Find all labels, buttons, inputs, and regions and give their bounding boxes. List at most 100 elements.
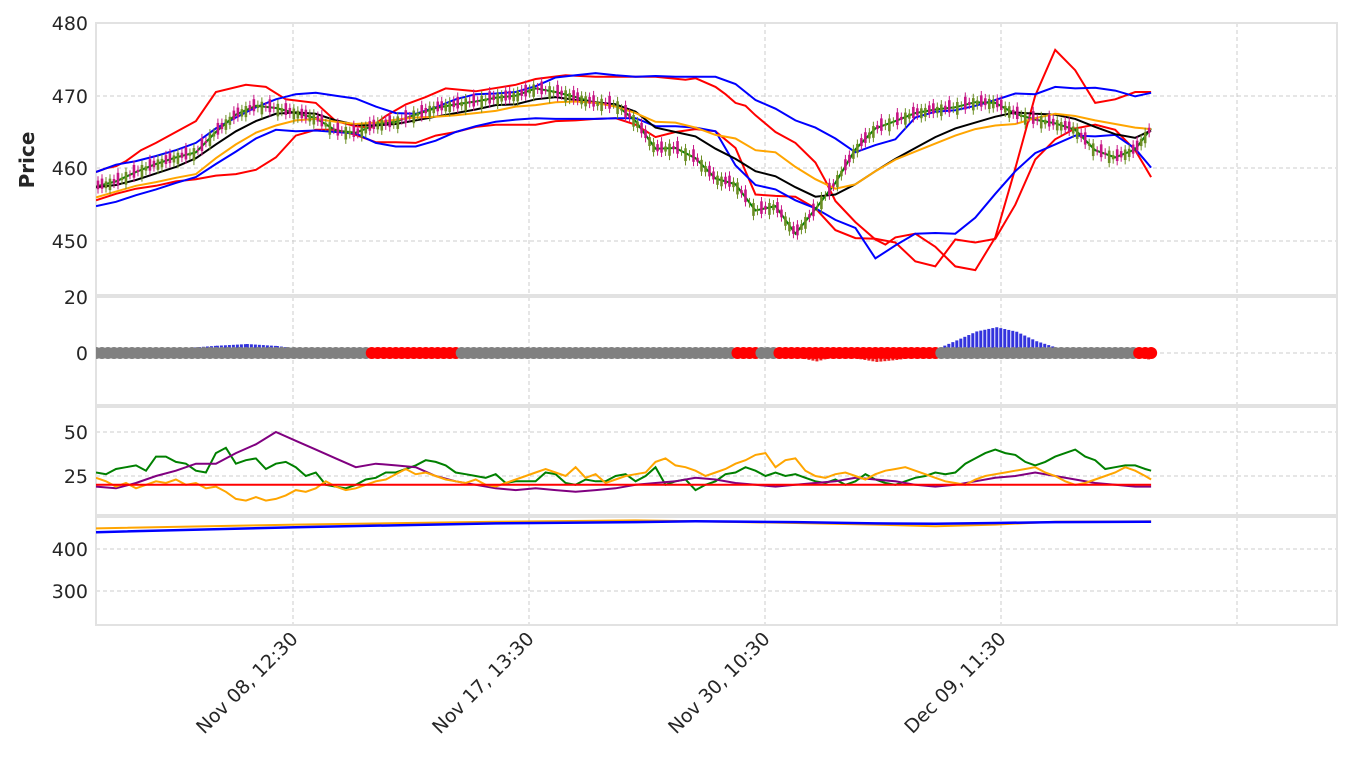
candle-body <box>168 153 172 164</box>
candle-body <box>900 116 903 120</box>
candle-body <box>1107 150 1111 164</box>
candle-body <box>995 98 999 108</box>
hist-bar <box>1023 335 1027 353</box>
candle-body <box>396 116 400 129</box>
candle-body <box>276 103 280 117</box>
candle-body <box>296 110 300 119</box>
candle-body <box>944 105 947 110</box>
x-tick-label: Nov 17, 13:30 <box>428 628 538 738</box>
candle-body <box>496 93 499 105</box>
candle-body <box>436 101 440 112</box>
candle-body <box>848 154 851 163</box>
candle-body <box>808 214 811 218</box>
candle-body <box>264 106 268 108</box>
x-tick-label: Nov 08, 12:30 <box>192 628 302 738</box>
candle-body <box>963 96 967 110</box>
candle-body <box>624 104 627 118</box>
candle-body <box>924 107 927 117</box>
candle-body <box>1087 143 1091 146</box>
candle-body <box>456 96 460 109</box>
candle-body <box>216 122 220 135</box>
candle-body <box>971 98 975 111</box>
candle-body <box>308 113 312 122</box>
candle-body <box>460 101 464 107</box>
hist-bar <box>975 331 979 353</box>
candle-body <box>1103 152 1107 155</box>
candle-body <box>464 98 468 111</box>
candle-body <box>676 141 679 154</box>
candle-body <box>664 146 667 152</box>
candle-body <box>576 92 579 101</box>
candle-body <box>612 104 615 106</box>
hist-bar <box>963 336 967 353</box>
candle-body <box>836 175 839 188</box>
candle-body <box>1035 118 1039 121</box>
candle-body <box>420 105 424 118</box>
candle-body <box>979 95 983 107</box>
candle-body <box>228 116 232 125</box>
candle-body <box>232 110 236 120</box>
candle-body <box>364 125 368 134</box>
candle-body <box>376 121 380 130</box>
candle-body <box>1095 150 1099 152</box>
candle-body <box>1059 122 1063 131</box>
hist-bar <box>1027 337 1031 353</box>
candle-body <box>604 102 607 105</box>
candle-body <box>200 138 204 152</box>
candle-body <box>148 159 152 171</box>
candle-body <box>408 116 412 118</box>
candle-body <box>560 90 563 96</box>
y-tick-label: 470 <box>52 86 88 108</box>
candle-body <box>816 205 819 208</box>
candle-body <box>1091 143 1095 157</box>
candle-body <box>452 100 456 108</box>
panel-frame <box>95 516 1338 626</box>
candle-body <box>784 216 787 226</box>
panel-frame <box>95 22 1338 296</box>
candle-body <box>592 95 595 107</box>
panel-histogram: 0 20 <box>64 287 1338 406</box>
candle-body <box>892 121 895 123</box>
candle-body <box>180 152 184 158</box>
candle-body <box>416 112 420 116</box>
candle-body <box>476 100 479 102</box>
candle-body <box>999 99 1003 111</box>
y-tick-label: 25 <box>64 466 88 488</box>
candle-body <box>1007 106 1011 118</box>
candle-body <box>164 155 168 165</box>
hist-bar <box>967 335 971 353</box>
zero-marker <box>1145 347 1158 359</box>
candle-body <box>568 93 571 100</box>
candle-body <box>1043 119 1047 125</box>
candle-body <box>1071 126 1075 134</box>
candle-body <box>208 133 212 146</box>
candle-body <box>1099 144 1103 158</box>
price-axis-label: Price <box>15 132 39 189</box>
candle-body <box>760 201 763 214</box>
candle-body <box>696 157 699 162</box>
candle-body <box>660 141 663 153</box>
candle-body <box>104 181 108 189</box>
candle-body <box>1031 111 1035 124</box>
candle-body <box>140 164 144 178</box>
candle-body <box>1047 114 1051 127</box>
candle-body <box>540 81 543 95</box>
candle-body <box>764 206 767 210</box>
y-tick-label: 50 <box>64 422 88 444</box>
candle-body <box>852 149 855 159</box>
candle-body <box>724 176 727 185</box>
candle-body <box>508 90 511 100</box>
candle-body <box>672 146 675 150</box>
candle-body <box>708 165 711 177</box>
candle-body <box>1131 144 1135 154</box>
candle-body <box>300 108 304 119</box>
candle-body <box>636 121 639 128</box>
candle-body <box>991 99 995 109</box>
candle-body <box>580 95 583 105</box>
osc-green-line <box>96 446 1152 492</box>
candle-body <box>284 103 288 116</box>
candle-body <box>196 149 200 151</box>
candle-body <box>1019 114 1023 118</box>
panel-oscillator: 25 50 <box>64 406 1338 516</box>
lower-blue-line <box>96 520 1152 534</box>
